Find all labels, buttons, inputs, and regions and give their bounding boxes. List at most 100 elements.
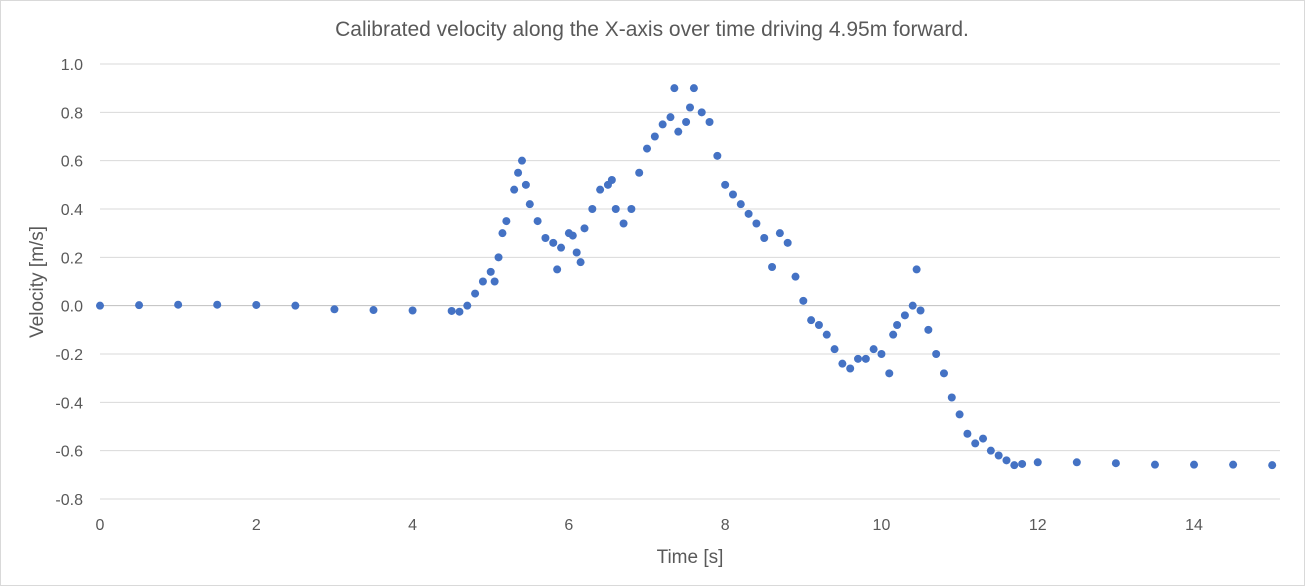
- velocity-data-point: [979, 434, 988, 443]
- velocity-data-point: [869, 345, 878, 354]
- velocity-data-point: [775, 229, 784, 238]
- x-tick-label: 12: [1029, 517, 1047, 534]
- velocity-data-point: [752, 219, 761, 228]
- x-tick-label: 4: [408, 517, 417, 534]
- velocity-data-point: [650, 132, 659, 141]
- y-tick-label: 0.8: [61, 105, 83, 122]
- velocity-data-point: [568, 231, 577, 240]
- velocity-data-point: [1268, 461, 1277, 470]
- velocity-data-point: [939, 369, 948, 378]
- velocity-data-point: [986, 446, 995, 455]
- velocity-data-point: [478, 277, 487, 286]
- velocity-data-point: [1033, 458, 1042, 467]
- velocity-data-point: [670, 84, 679, 93]
- velocity-data-point: [541, 234, 550, 242]
- velocity-data-point: [932, 350, 941, 358]
- velocity-data-point: [486, 267, 495, 276]
- y-tick-label: -0.4: [55, 395, 83, 412]
- velocity-data-point: [924, 325, 933, 334]
- velocity-data-point: [947, 393, 956, 402]
- velocity-data-point: [705, 118, 714, 126]
- velocity-data-point: [330, 305, 339, 314]
- velocity-data-point: [971, 439, 980, 448]
- velocity-data-point: [721, 180, 730, 189]
- velocity-data-point: [814, 321, 823, 329]
- velocity-data-point: [728, 190, 737, 199]
- velocity-data-point: [494, 253, 503, 262]
- velocity-data-point: [447, 306, 456, 315]
- velocity-data-point: [517, 156, 526, 165]
- velocity-data-point: [713, 151, 722, 160]
- velocity-data-point: [213, 300, 222, 309]
- velocity-data-point: [963, 429, 972, 438]
- velocity-data-point: [525, 200, 534, 209]
- velocity-data-point: [533, 217, 542, 226]
- velocity-data-point: [502, 217, 511, 226]
- x-tick-label: 8: [721, 517, 730, 534]
- velocity-data-point: [900, 311, 909, 320]
- velocity-data-point: [1002, 456, 1011, 465]
- velocity-data-point: [760, 234, 769, 242]
- velocity-data-point: [912, 265, 921, 274]
- velocity-data-point: [744, 209, 753, 218]
- velocity-data-point: [916, 306, 925, 315]
- velocity-data-point: [807, 316, 816, 325]
- velocity-data-point: [369, 306, 378, 315]
- velocity-data-point: [861, 354, 870, 363]
- velocity-data-point: [408, 306, 417, 315]
- velocity-data-point: [885, 369, 894, 378]
- x-tick-label: 10: [873, 517, 891, 534]
- velocity-data-point: [889, 330, 898, 339]
- velocity-data-point: [822, 330, 831, 339]
- grid-layer: [100, 63, 1280, 500]
- velocity-data-point: [463, 301, 472, 310]
- velocity-data-point: [682, 118, 691, 126]
- y-tick-label: 0.6: [61, 154, 83, 171]
- velocity-data-point: [697, 108, 706, 117]
- y-tick-label: -0.6: [55, 444, 83, 461]
- velocity-data-point: [994, 451, 1003, 460]
- velocity-data-point: [736, 200, 745, 209]
- velocity-data-point: [498, 229, 507, 238]
- velocity-data-point: [908, 301, 917, 310]
- velocity-data-point: [135, 301, 144, 310]
- velocity-data-point: [174, 300, 183, 309]
- velocity-data-point: [549, 238, 558, 247]
- velocity-data-point: [1018, 459, 1027, 468]
- y-tick-label: 0.2: [61, 250, 83, 267]
- velocity-data-point: [521, 180, 530, 189]
- velocity-data-point: [596, 185, 605, 194]
- x-axis-label: Time [s]: [657, 547, 724, 568]
- y-tick-label: 1.0: [61, 57, 83, 74]
- velocity-data-point: [96, 301, 104, 310]
- velocity-data-point: [471, 289, 480, 298]
- velocity-data-point: [893, 321, 902, 329]
- velocity-data-point: [576, 258, 585, 267]
- velocity-data-point: [1150, 460, 1159, 469]
- chart-title: Calibrated velocity along the X-axis ove…: [335, 18, 969, 41]
- velocity-data-point: [291, 301, 300, 310]
- velocity-data-point: [1111, 459, 1120, 468]
- velocity-data-point: [686, 103, 694, 112]
- velocity-data-point: [580, 224, 589, 233]
- x-tick-label: 14: [1185, 517, 1203, 534]
- velocity-data-point: [619, 219, 628, 228]
- velocity-data-point: [1072, 458, 1081, 467]
- velocity-data-point: [838, 359, 847, 368]
- velocity-data-point: [252, 300, 261, 309]
- velocity-data-point: [955, 410, 964, 419]
- velocity-data-point: [1229, 460, 1238, 469]
- velocity-data-point: [877, 350, 886, 358]
- velocity-data-point: [490, 277, 499, 286]
- velocity-data-point: [830, 345, 839, 354]
- y-tick-label: 0.0: [61, 299, 83, 316]
- y-tick-label: -0.2: [55, 347, 83, 364]
- velocity-data-point: [514, 168, 523, 177]
- velocity-data-point: [455, 307, 464, 316]
- velocity-data-point: [557, 243, 566, 252]
- velocity-data-point: [846, 364, 855, 373]
- x-tick-label: 6: [564, 517, 573, 534]
- velocity-data-point: [768, 263, 777, 271]
- velocity-data-point: [666, 113, 675, 122]
